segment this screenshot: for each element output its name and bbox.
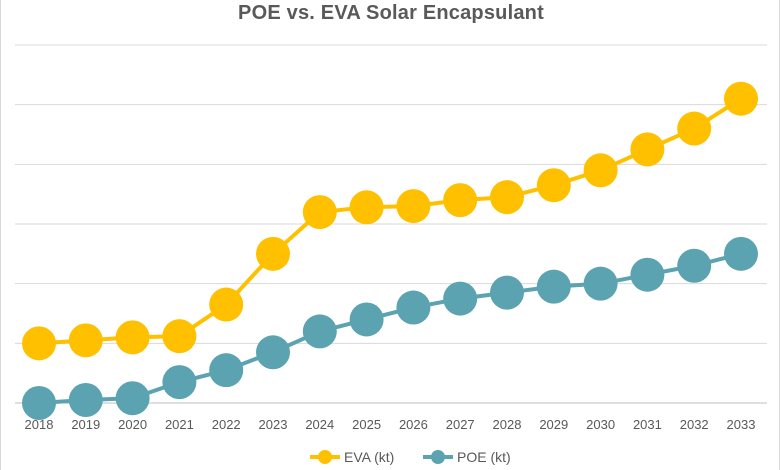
- legend-label-eva: EVA (kt): [344, 449, 394, 465]
- data-point-eva: [115, 320, 150, 355]
- data-point-eva: [490, 180, 524, 215]
- data-point-poe: [583, 266, 618, 301]
- x-tick-label: 2028: [493, 417, 522, 432]
- data-point-eva: [536, 168, 571, 203]
- data-point-poe: [302, 314, 337, 349]
- series-line-poe: [38, 251, 742, 405]
- x-tick-label: 2026: [399, 417, 428, 432]
- data-point-eva: [583, 153, 618, 188]
- x-tick-label: 2021: [165, 417, 194, 432]
- data-point-poe: [115, 381, 150, 416]
- data-point-poe: [22, 386, 56, 420]
- data-point-eva: [443, 183, 478, 218]
- series-line-eva: [38, 97, 743, 346]
- data-point-poe: [490, 275, 524, 310]
- data-point-poe: [630, 257, 665, 292]
- data-point-poe: [724, 236, 758, 271]
- data-point-poe: [68, 383, 103, 418]
- legend-marker-eva: [318, 450, 332, 464]
- x-tick-label: 2020: [118, 417, 147, 432]
- data-point-eva: [349, 190, 384, 225]
- data-point-eva: [162, 319, 197, 354]
- data-point-eva: [677, 111, 712, 146]
- data-point-eva: [209, 287, 244, 322]
- legend-label-poe: POE (kt): [457, 449, 511, 465]
- x-tick-label: 2033: [727, 417, 756, 432]
- data-point-poe: [396, 290, 431, 325]
- data-point-eva: [396, 189, 431, 224]
- data-point-poe: [536, 269, 571, 304]
- legend-marker-poe: [431, 450, 445, 464]
- data-point-eva: [302, 195, 337, 230]
- data-point-poe: [677, 248, 712, 283]
- data-point-poe: [209, 353, 244, 388]
- data-point-eva: [724, 81, 758, 116]
- x-tick-label: 2027: [446, 417, 475, 432]
- data-point-eva: [22, 326, 56, 361]
- data-point-eva: [256, 236, 290, 271]
- x-tick-label: 2029: [539, 417, 568, 432]
- data-point-poe: [349, 302, 384, 337]
- data-point-poe: [443, 281, 478, 316]
- x-tick-label: 2018: [25, 417, 54, 432]
- chart-title: POE vs. EVA Solar Encapsulant: [238, 2, 544, 24]
- data-point-poe: [162, 365, 197, 400]
- data-point-eva: [68, 323, 103, 358]
- x-tick-label: 2022: [212, 417, 241, 432]
- x-tick-label: 2030: [586, 417, 615, 432]
- x-tick-label: 2025: [352, 417, 381, 432]
- x-tick-label: 2031: [633, 417, 662, 432]
- x-tick-label: 2019: [71, 417, 100, 432]
- data-point-eva: [630, 132, 665, 167]
- x-tick-label: 2024: [305, 417, 334, 432]
- data-point-poe: [256, 335, 290, 370]
- x-tick-label: 2032: [680, 417, 709, 432]
- x-tick-label: 2023: [259, 417, 288, 432]
